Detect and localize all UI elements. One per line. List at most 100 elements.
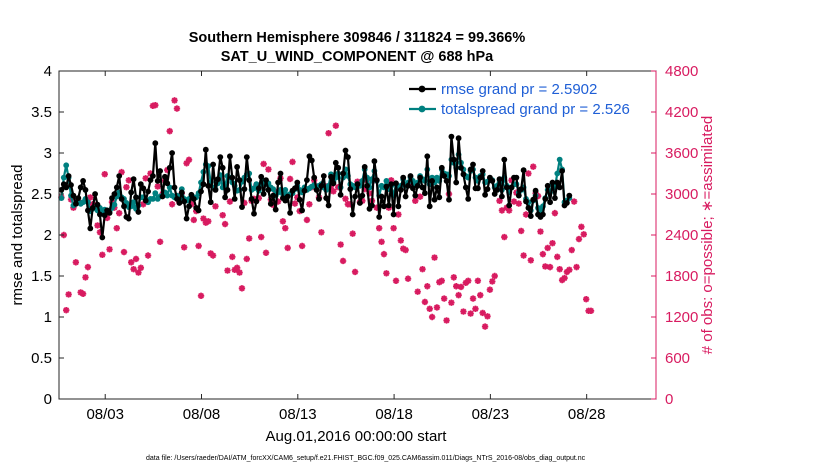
rmse-point	[475, 185, 481, 192]
totalspread-point	[130, 199, 137, 206]
rmse-point	[484, 186, 491, 193]
obs-point	[530, 163, 537, 170]
rmse-point	[378, 193, 385, 200]
rmse-point	[159, 193, 166, 200]
rmse-point	[385, 202, 392, 209]
rmse-point	[337, 191, 344, 198]
rmse-point	[219, 164, 226, 171]
rmse-point	[460, 171, 467, 178]
rmse-point	[140, 185, 147, 192]
rmse-point	[525, 205, 532, 211]
obs-point	[539, 250, 547, 258]
rmse-point	[438, 164, 445, 171]
obs-point	[570, 198, 578, 205]
obs-point	[156, 238, 164, 246]
obs-point	[366, 190, 373, 197]
obs-point	[274, 198, 282, 205]
obs-point	[505, 207, 513, 214]
obs-point	[330, 188, 337, 195]
rmse-point	[436, 194, 443, 201]
obs-point	[450, 274, 457, 281]
rmse-point	[152, 140, 159, 147]
rmse-point	[101, 212, 108, 219]
y-right-tick-label: 600	[665, 350, 690, 367]
rmse-point	[243, 154, 250, 161]
totalspread-point	[63, 162, 70, 169]
rmse-point	[477, 174, 484, 181]
rmse-point	[166, 164, 173, 171]
rmse-point	[335, 164, 342, 171]
obs-point	[527, 257, 535, 264]
rmse-point	[400, 174, 407, 181]
obs-point	[262, 249, 270, 256]
totalspread-point	[58, 195, 65, 202]
rmse-point	[465, 196, 472, 202]
chart-title-line1: Southern Hemisphere 309846 / 311824 = 99…	[189, 30, 526, 46]
obs-point	[402, 246, 409, 254]
obs-point	[195, 242, 202, 250]
obs-point	[318, 229, 325, 236]
obs-point	[479, 309, 486, 317]
rmse-point	[540, 211, 546, 218]
rmse-point	[467, 166, 474, 173]
obs-point	[587, 307, 595, 315]
obs-point	[144, 252, 152, 259]
obs-point	[238, 285, 246, 292]
rmse-point	[364, 182, 370, 189]
obs-point	[306, 201, 313, 208]
rmse-point	[118, 196, 125, 202]
obs-point	[486, 286, 494, 293]
obs-point	[448, 299, 455, 306]
rmse-point	[499, 193, 505, 200]
rmse-point	[183, 215, 190, 222]
rmse-point	[402, 193, 409, 200]
totalspread-point	[282, 187, 289, 193]
rmse-point	[162, 173, 168, 180]
obs-point	[460, 308, 467, 315]
obs-point	[101, 170, 108, 178]
obs-point	[258, 233, 265, 241]
y-right-tick-label: 1800	[665, 268, 698, 285]
obs-point	[87, 194, 94, 201]
rmse-point	[171, 184, 178, 191]
rmse-point	[169, 150, 176, 156]
obs-point	[209, 252, 217, 259]
obs-point	[265, 166, 272, 173]
rmse-point	[87, 225, 94, 232]
obs-point	[542, 263, 549, 270]
rmse-point	[564, 200, 570, 206]
rmse-point	[347, 186, 354, 193]
obs-point	[510, 198, 518, 205]
rmse-point	[458, 164, 464, 171]
rmse-point	[508, 184, 515, 191]
legend-box	[404, 78, 650, 120]
obs-point	[99, 251, 106, 259]
rmse-point	[397, 187, 404, 193]
rmse-point	[422, 190, 428, 197]
obs-point	[546, 263, 554, 271]
obs-point	[115, 209, 123, 217]
obs-point	[190, 216, 198, 224]
obs-point	[128, 259, 135, 266]
obs-point	[84, 263, 92, 271]
obs-point	[325, 129, 332, 137]
rmse-point	[292, 185, 298, 192]
obs-point	[522, 211, 530, 218]
obs-point	[551, 209, 559, 217]
rmse-point	[130, 176, 137, 183]
rmse-point	[195, 207, 202, 214]
obs-point	[229, 253, 236, 261]
rmse-point	[121, 203, 127, 210]
obs-point	[147, 170, 154, 177]
rmse-point	[318, 182, 325, 189]
rmse-point	[246, 177, 253, 184]
rmse-point	[111, 191, 118, 197]
rmse-point	[284, 193, 291, 200]
obs-point	[573, 263, 580, 271]
obs-point	[380, 250, 388, 258]
rmse-point	[231, 196, 238, 202]
obs-point	[166, 127, 173, 135]
obs-point	[164, 166, 171, 174]
obs-point	[137, 264, 145, 271]
